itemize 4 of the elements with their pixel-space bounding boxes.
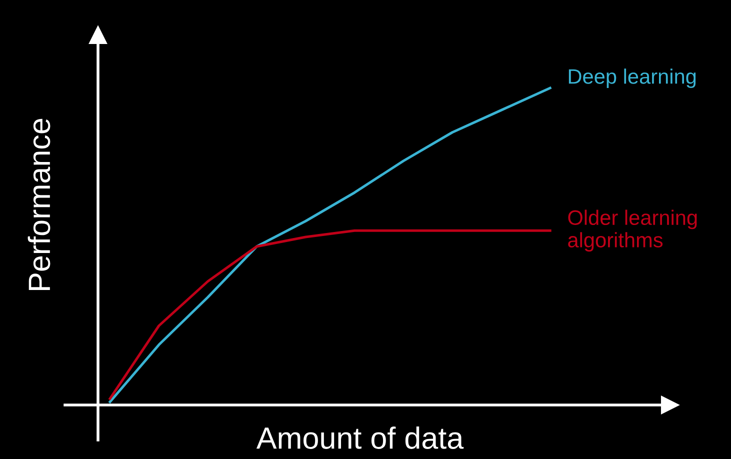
series-label: Deep learning [568,68,696,88]
x-axis-title: Amount of data [256,426,464,449]
y-axis-title: Performance [28,118,50,290]
series-label: Older learning algorithms [568,210,697,252]
